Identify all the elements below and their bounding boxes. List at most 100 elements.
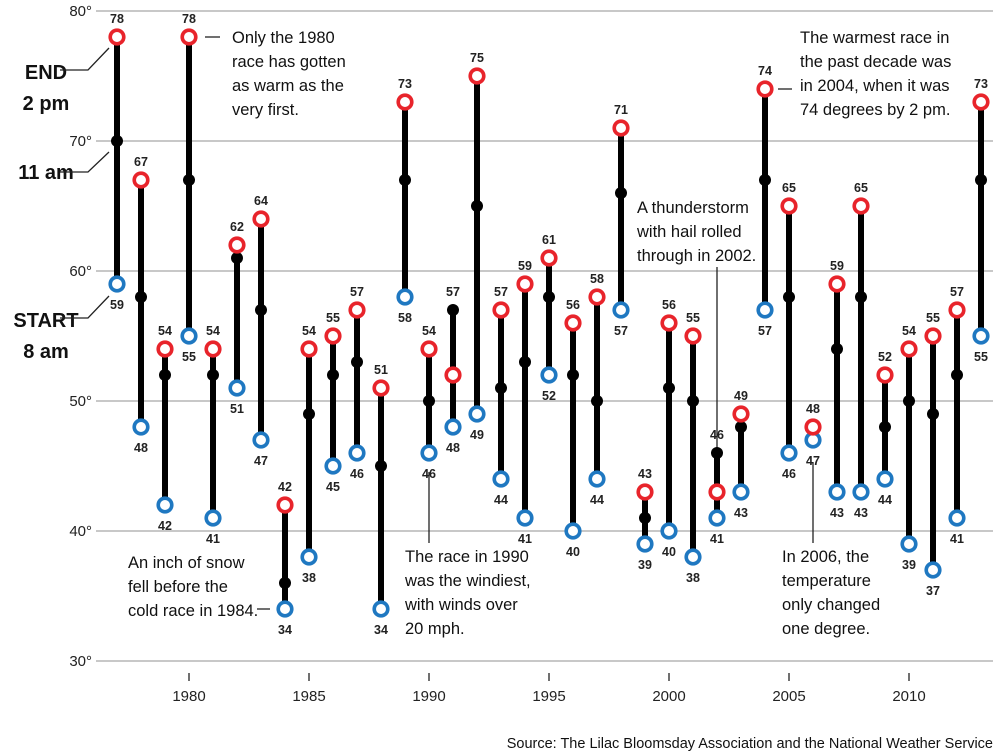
mid-point	[591, 395, 603, 407]
end-point	[684, 327, 702, 345]
data-labels: 78 59 67 48 54 42 78 55 54 41 62 51 64 47 42 34 54 38 55 45…	[110, 12, 988, 637]
mid-point	[519, 356, 531, 368]
mid-point	[879, 421, 891, 433]
mid-point	[447, 304, 459, 316]
end-point	[780, 197, 798, 215]
start-point	[900, 535, 918, 553]
mid-point	[855, 291, 867, 303]
data-label: 38	[302, 571, 316, 585]
end-point	[132, 171, 150, 189]
y-tick-label: 40°	[69, 523, 92, 540]
end-point	[396, 93, 414, 111]
annotation-text: In 2006, the	[782, 548, 869, 566]
data-label: 78	[182, 12, 196, 26]
annotation-text: in 2004, when it was	[800, 77, 950, 95]
data-label: 65	[782, 181, 796, 195]
data-label: 46	[350, 467, 364, 481]
mid-point	[255, 304, 267, 316]
data-label: 34	[278, 623, 292, 637]
mid-point	[951, 369, 963, 381]
data-label: 38	[686, 571, 700, 585]
data-label: 54	[206, 324, 220, 338]
data-label: 46	[422, 467, 436, 481]
data-label: 73	[974, 77, 988, 91]
end-point	[924, 327, 942, 345]
data-label: 37	[926, 584, 940, 598]
x-tick-label: 2005	[772, 688, 805, 705]
start-point	[852, 483, 870, 501]
end-point	[444, 366, 462, 384]
data-label: 54	[158, 324, 172, 338]
data-label: 55	[686, 311, 700, 325]
start-label: START	[13, 310, 78, 332]
end-point	[276, 496, 294, 514]
end-point	[252, 210, 270, 228]
start-point	[708, 509, 726, 527]
mid-point	[615, 187, 627, 199]
data-label: 48	[134, 441, 148, 455]
start-point	[228, 379, 246, 397]
data-label: 56	[566, 298, 580, 312]
data-label: 47	[254, 454, 268, 468]
data-label: 54	[302, 324, 316, 338]
data-label: 57	[614, 324, 628, 338]
mid-point	[183, 174, 195, 186]
start-point	[828, 483, 846, 501]
end-label: 2 pm	[23, 93, 70, 115]
data-label: 67	[134, 155, 148, 169]
start-point	[444, 418, 462, 436]
end-point	[972, 93, 990, 111]
annotation-text: The race in 1990	[405, 548, 529, 566]
data-label: 42	[158, 519, 172, 533]
end-point	[612, 119, 630, 137]
x-tick-label: 1980	[172, 688, 205, 705]
mid-point	[903, 395, 915, 407]
start-point	[636, 535, 654, 553]
start-point	[924, 561, 942, 579]
annotation-leaders	[60, 36, 814, 610]
series-side-labels: END 2 pm 11 am START 8 am	[13, 62, 78, 363]
mid-point	[375, 460, 387, 472]
y-tick-label: 30°	[69, 653, 92, 670]
data-label: 55	[326, 311, 340, 325]
annotation-text: very first.	[232, 101, 299, 119]
end-point	[756, 80, 774, 98]
source-note: Source: The Lilac Bloomsday Association …	[507, 736, 993, 752]
annotation-text: was the windiest,	[404, 572, 531, 590]
data-label: 57	[350, 285, 364, 299]
annotation-text: the past decade was	[800, 53, 951, 71]
mid-point	[567, 369, 579, 381]
start-point	[684, 548, 702, 566]
data-label: 49	[734, 389, 748, 403]
end-point	[876, 366, 894, 384]
start-point	[468, 405, 486, 423]
mid-point	[687, 395, 699, 407]
annotation-text: The warmest race in	[800, 29, 949, 47]
data-label: 40	[566, 545, 580, 559]
data-label: 51	[230, 402, 244, 416]
end-point	[636, 483, 654, 501]
mid-point	[831, 343, 843, 355]
end-point	[228, 236, 246, 254]
mid-point	[111, 135, 123, 147]
end-point	[516, 275, 534, 293]
data-label: 51	[374, 363, 388, 377]
mid-point	[207, 369, 219, 381]
data-label: 62	[230, 220, 244, 234]
data-label: 55	[974, 350, 988, 364]
start-point	[204, 509, 222, 527]
y-tick-label: 50°	[69, 393, 92, 410]
end-point	[180, 28, 198, 46]
mid-point	[975, 174, 987, 186]
data-label: 52	[542, 389, 556, 403]
end-point	[300, 340, 318, 358]
data-label: 65	[854, 181, 868, 195]
data-label: 56	[662, 298, 676, 312]
data-label: 44	[878, 493, 892, 507]
annotation-text: 74 degrees by 2 pm.	[800, 101, 950, 119]
start-point	[588, 470, 606, 488]
start-point	[516, 509, 534, 527]
data-label: 52	[878, 350, 892, 364]
data-label: 58	[398, 311, 412, 325]
data-label: 57	[950, 285, 964, 299]
